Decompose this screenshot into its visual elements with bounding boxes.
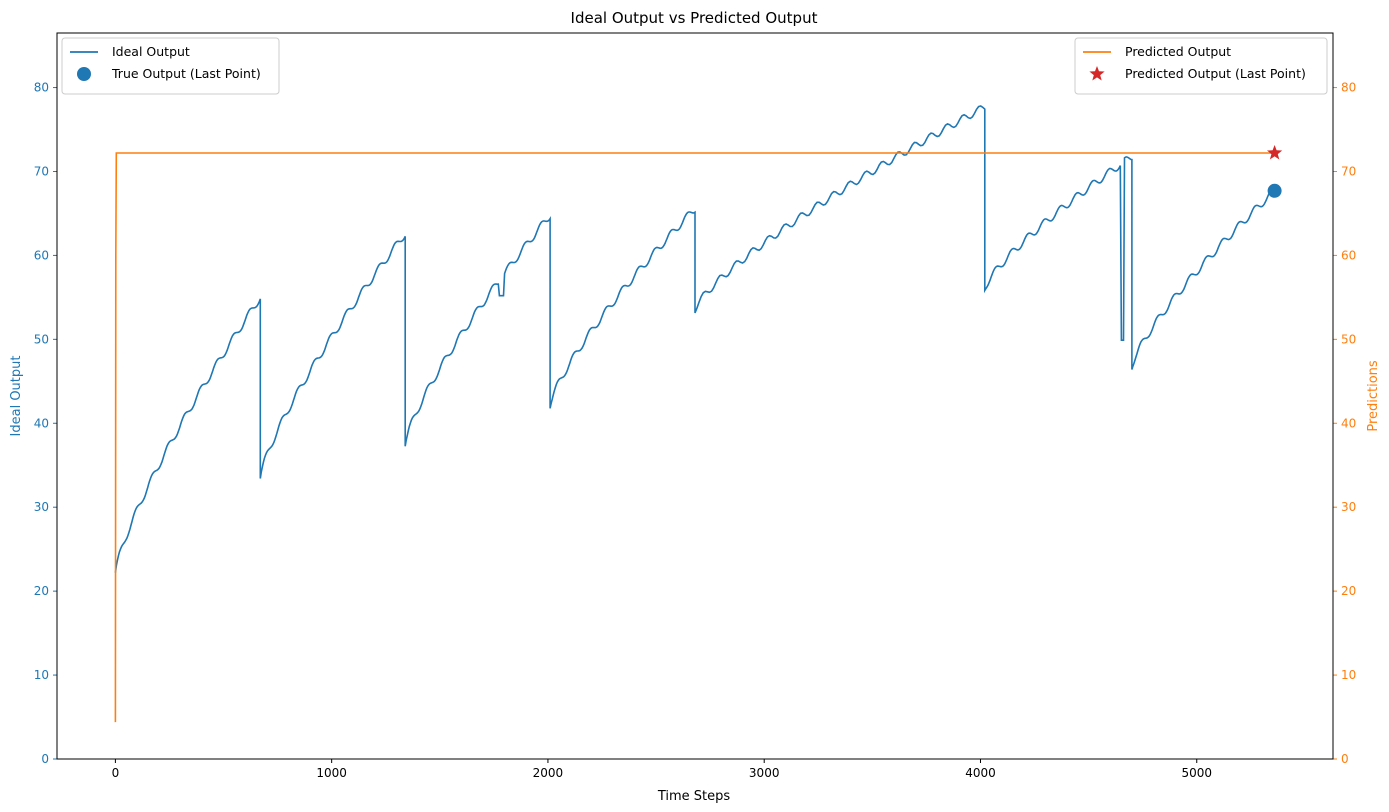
predicted-output-last-point <box>1267 145 1283 160</box>
legend-label: Predicted Output <box>1125 44 1231 59</box>
predicted-output-line <box>114 152 1275 723</box>
plot-markers <box>1267 145 1283 198</box>
x-axis-ticks: 0 1000 2000 3000 4000 5000 <box>112 759 1212 780</box>
y-right-tick-label: 20 <box>1341 584 1356 598</box>
x-axis-label: Time Steps <box>657 789 731 804</box>
y-left-tick-label: 30 <box>34 500 49 514</box>
y-right-tick-label: 30 <box>1341 500 1356 514</box>
y-right-tick-label: 40 <box>1341 416 1356 430</box>
legend-label: True Output (Last Point) <box>111 66 261 81</box>
legend-circle-swatch <box>77 67 91 81</box>
x-tick-label: 3000 <box>749 766 780 780</box>
y-axis-left-label: Ideal Output <box>9 356 24 437</box>
true-output-last-point <box>1267 183 1282 198</box>
legend-left: Ideal Output True Output (Last Point) <box>61 37 280 95</box>
y-right-tick-label: 0 <box>1341 752 1349 766</box>
y-axis-left-ticks: 0 10 20 30 40 50 60 70 80 <box>34 81 57 766</box>
legend-label: Predicted Output (Last Point) <box>1125 66 1306 81</box>
x-tick-label: 2000 <box>533 766 564 780</box>
legend-box <box>1074 37 1328 95</box>
plot-lines <box>114 105 1275 723</box>
chart-title: Ideal Output vs Predicted Output <box>571 9 818 27</box>
legend-right: Predicted Output Predicted Output (Last P… <box>1074 37 1328 95</box>
legend-label: Ideal Output <box>112 44 190 59</box>
plot-frame <box>56 32 1334 760</box>
legend-star-swatch <box>1089 66 1105 81</box>
y-right-tick-label: 80 <box>1341 81 1356 95</box>
y-left-tick-label: 60 <box>34 248 49 262</box>
y-left-tick-label: 80 <box>34 81 49 95</box>
y-left-tick-label: 70 <box>34 164 49 178</box>
x-tick-label: 1000 <box>316 766 347 780</box>
y-left-tick-label: 40 <box>34 416 49 430</box>
y-axis-right-ticks: 0 10 20 30 40 50 60 70 80 <box>1333 81 1356 766</box>
x-tick-label: 0 <box>112 766 120 780</box>
y-left-tick-label: 10 <box>34 668 49 682</box>
y-right-tick-label: 70 <box>1341 164 1356 178</box>
x-tick-label: 5000 <box>1181 766 1212 780</box>
y-right-tick-label: 60 <box>1341 248 1356 262</box>
y-left-tick-label: 50 <box>34 332 49 346</box>
y-axis-right-label: Predictions <box>1366 360 1381 432</box>
ideal-output-line <box>114 105 1275 573</box>
x-tick-label: 4000 <box>965 766 996 780</box>
y-right-tick-label: 10 <box>1341 668 1356 682</box>
legend-box <box>61 37 280 95</box>
y-right-tick-label: 50 <box>1341 332 1356 346</box>
y-left-tick-label: 0 <box>41 752 49 766</box>
y-left-tick-label: 20 <box>34 584 49 598</box>
